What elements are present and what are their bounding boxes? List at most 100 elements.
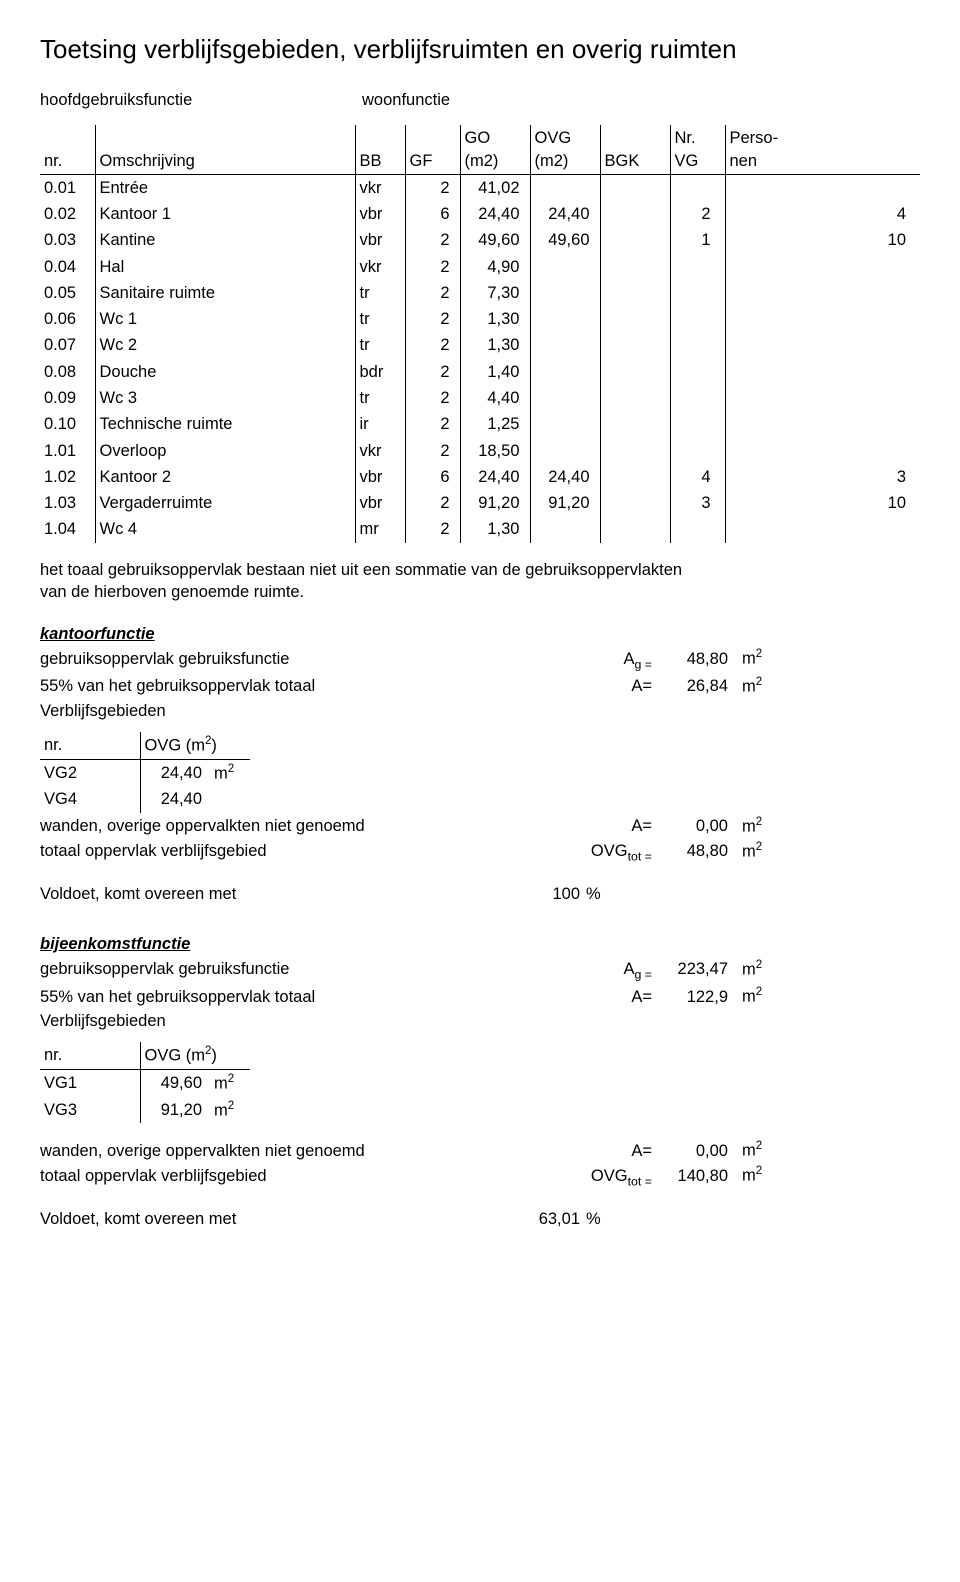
- bijeenkomst-small-table: nr. OVG (m2) VG149,60m2VG391,20m2: [40, 1042, 250, 1123]
- table-row: 0.05Sanitaire ruimtetr27,30: [40, 280, 920, 306]
- metric-row: gebruiksoppervlak gebruiksfunctieAg =223…: [40, 958, 920, 984]
- metric-row: 55% van het gebruiksoppervlak totaalA=26…: [40, 675, 920, 698]
- cell-desc: Vergaderruimte: [95, 490, 355, 516]
- cell-bb: vbr: [355, 490, 405, 516]
- metric-unit: m2: [728, 1139, 768, 1162]
- cell-nrc: 1: [670, 227, 725, 253]
- cell-nrc: [670, 280, 725, 306]
- metric-label: 55% van het gebruiksoppervlak totaal: [40, 986, 588, 1008]
- cell-nr: 1.02: [40, 464, 95, 490]
- table-row: 0.03Kantinevbr249,6049,60110: [40, 227, 920, 253]
- cell-go: 1,25: [460, 411, 530, 437]
- metric-value: 48,80: [658, 648, 728, 670]
- voldoet-label: Voldoet, komt overeen met: [40, 883, 520, 905]
- cell-val: 24,40: [140, 759, 210, 786]
- cell-gf: 2: [405, 280, 460, 306]
- table-row: 0.01Entréevkr241,02: [40, 174, 920, 201]
- cell-val: 49,60: [140, 1069, 210, 1096]
- metric-label: wanden, overige oppervalkten niet genoem…: [40, 815, 588, 837]
- metric-symbol: OVGtot =: [588, 1165, 658, 1190]
- cell-nrc: [670, 332, 725, 358]
- cell-bgk: [600, 359, 670, 385]
- col-per-txt: Perso-: [730, 129, 779, 147]
- header-kv: hoofdgebruiksfunctie woonfunctie: [40, 89, 920, 111]
- cell-ovg: 24,40: [530, 201, 600, 227]
- table-row: VG391,20m2: [40, 1097, 250, 1124]
- metric-row: totaal oppervlak verblijfsgebiedOVGtot =…: [40, 840, 920, 866]
- voldoet-val: 100: [520, 883, 580, 905]
- metric-unit: m2: [728, 675, 768, 698]
- cell-gf: 2: [405, 254, 460, 280]
- cell-gf: 2: [405, 227, 460, 253]
- cell-desc: Wc 2: [95, 332, 355, 358]
- cell-bgk: [600, 280, 670, 306]
- cell-go: 7,30: [460, 280, 530, 306]
- table-header-row: nr. Omschrijving BB GF GO (m2) OVG (m2) …: [40, 125, 920, 174]
- cell-per: [725, 438, 920, 464]
- col-per-sub: nen: [730, 152, 758, 170]
- cell-per: [725, 411, 920, 437]
- main-table: nr. Omschrijving BB GF GO (m2) OVG (m2) …: [40, 125, 920, 542]
- cell-bgk: [600, 438, 670, 464]
- metric-unit: m2: [728, 958, 768, 981]
- cell-gf: 2: [405, 438, 460, 464]
- cell-nrc: [670, 306, 725, 332]
- cell-per: [725, 306, 920, 332]
- kantoor-sublabel: Verblijfsgebieden: [40, 700, 920, 722]
- cell-nr: 1.01: [40, 438, 95, 464]
- table-row: 0.10Technische ruimteir21,25: [40, 411, 920, 437]
- cell-per: [725, 280, 920, 306]
- cell-nrc: [670, 385, 725, 411]
- cell-desc: Sanitaire ruimte: [95, 280, 355, 306]
- cell-ovg: [530, 385, 600, 411]
- cell-desc: Wc 3: [95, 385, 355, 411]
- cell-nrc: [670, 516, 725, 542]
- kantoor-small-table: nr. OVG (m2) VG224,40m2VG424,40: [40, 732, 250, 813]
- voldoet-label: Voldoet, komt overeen met: [40, 1208, 520, 1230]
- cell-bgk: [600, 332, 670, 358]
- cell-desc: Kantoor 1: [95, 201, 355, 227]
- header-label: hoofdgebruiksfunctie: [40, 89, 362, 111]
- metric-row: wanden, overige oppervalkten niet genoem…: [40, 815, 920, 838]
- cell-gf: 2: [405, 516, 460, 542]
- metric-value: 0,00: [658, 1140, 728, 1162]
- voldoet-pct: %: [580, 883, 601, 905]
- cell-ovg: [530, 280, 600, 306]
- cell-go: 4,90: [460, 254, 530, 280]
- cell-desc: Wc 1: [95, 306, 355, 332]
- metric-unit: m2: [728, 840, 768, 863]
- table-row: 0.07Wc 2tr21,30: [40, 332, 920, 358]
- cell-nr: 0.06: [40, 306, 95, 332]
- col-nrc-txt: Nr.: [675, 129, 696, 147]
- bijeenkomst-voldoet: Voldoet, komt overeen met 63,01 %: [40, 1208, 920, 1230]
- note-line-2: van de hierboven genoemde ruimte.: [40, 581, 920, 603]
- cell-per: [725, 359, 920, 385]
- metric-value: 48,80: [658, 840, 728, 862]
- cell-nr: 0.04: [40, 254, 95, 280]
- cell-per: [725, 332, 920, 358]
- col-per: Perso- nen: [725, 125, 920, 174]
- table-row: 1.02Kantoor 2vbr624,4024,4043: [40, 464, 920, 490]
- cell-go: 91,20: [460, 490, 530, 516]
- header-value: woonfunctie: [362, 89, 450, 111]
- cell-nrc: [670, 174, 725, 201]
- cell-go: 49,60: [460, 227, 530, 253]
- cell-unit: m2: [210, 1069, 250, 1096]
- cell-gf: 2: [405, 359, 460, 385]
- cell-ovg: [530, 254, 600, 280]
- cell-desc: Kantoor 2: [95, 464, 355, 490]
- metric-value: 0,00: [658, 815, 728, 837]
- table-row: 1.01Overloopvkr218,50: [40, 438, 920, 464]
- cell-nrc: [670, 438, 725, 464]
- cell-bb: vbr: [355, 227, 405, 253]
- metric-symbol: OVGtot =: [588, 840, 658, 865]
- cell-gf: 2: [405, 411, 460, 437]
- cell-nr: 0.02: [40, 201, 95, 227]
- table-row: 1.04Wc 4mr21,30: [40, 516, 920, 542]
- table-row: VG224,40m2: [40, 759, 250, 786]
- cell-nr: 0.07: [40, 332, 95, 358]
- metric-symbol: Ag =: [588, 958, 658, 983]
- metric-row: wanden, overige oppervalkten niet genoem…: [40, 1139, 920, 1162]
- cell-bb: tr: [355, 280, 405, 306]
- cell-ovg: [530, 306, 600, 332]
